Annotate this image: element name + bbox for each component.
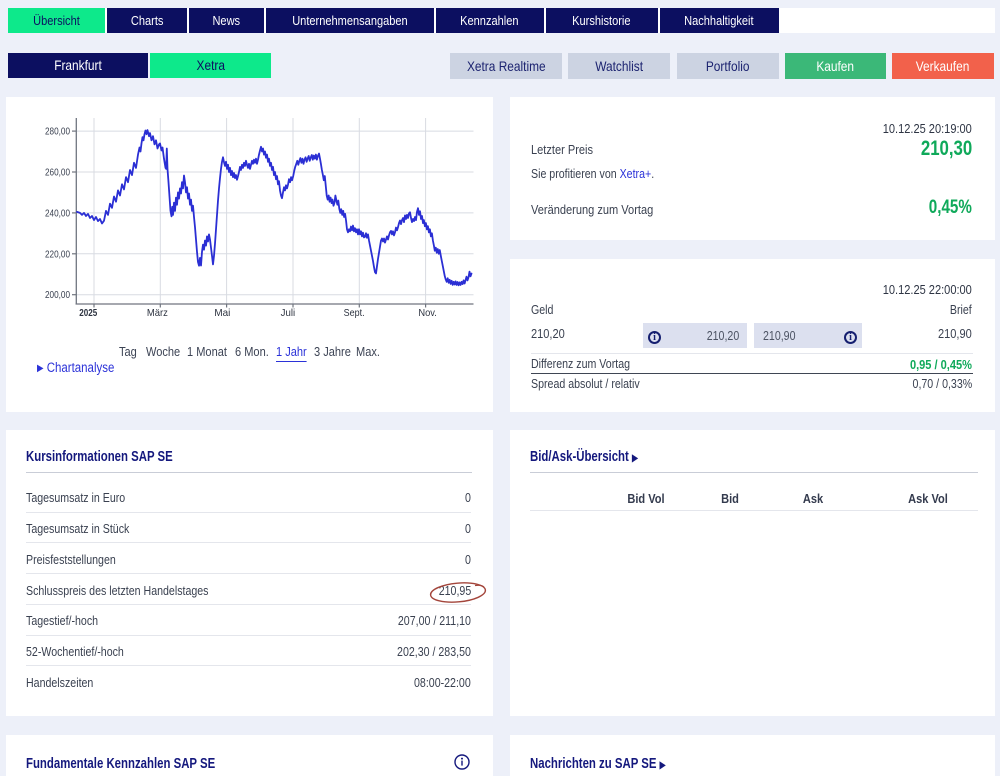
svg-text:220,00: 220,00 <box>45 249 70 260</box>
svg-text:Nov.: Nov. <box>418 307 437 319</box>
svg-text:Sept.: Sept. <box>344 307 365 319</box>
svg-text:240,00: 240,00 <box>45 208 70 219</box>
svg-text:Mai: Mai <box>214 307 230 319</box>
svg-text:280,00: 280,00 <box>45 127 70 138</box>
svg-text:März: März <box>147 307 168 319</box>
svg-text:2025: 2025 <box>79 307 97 319</box>
svg-text:Juli: Juli <box>281 307 296 319</box>
svg-text:260,00: 260,00 <box>45 168 70 179</box>
svg-text:200,00: 200,00 <box>45 290 70 301</box>
